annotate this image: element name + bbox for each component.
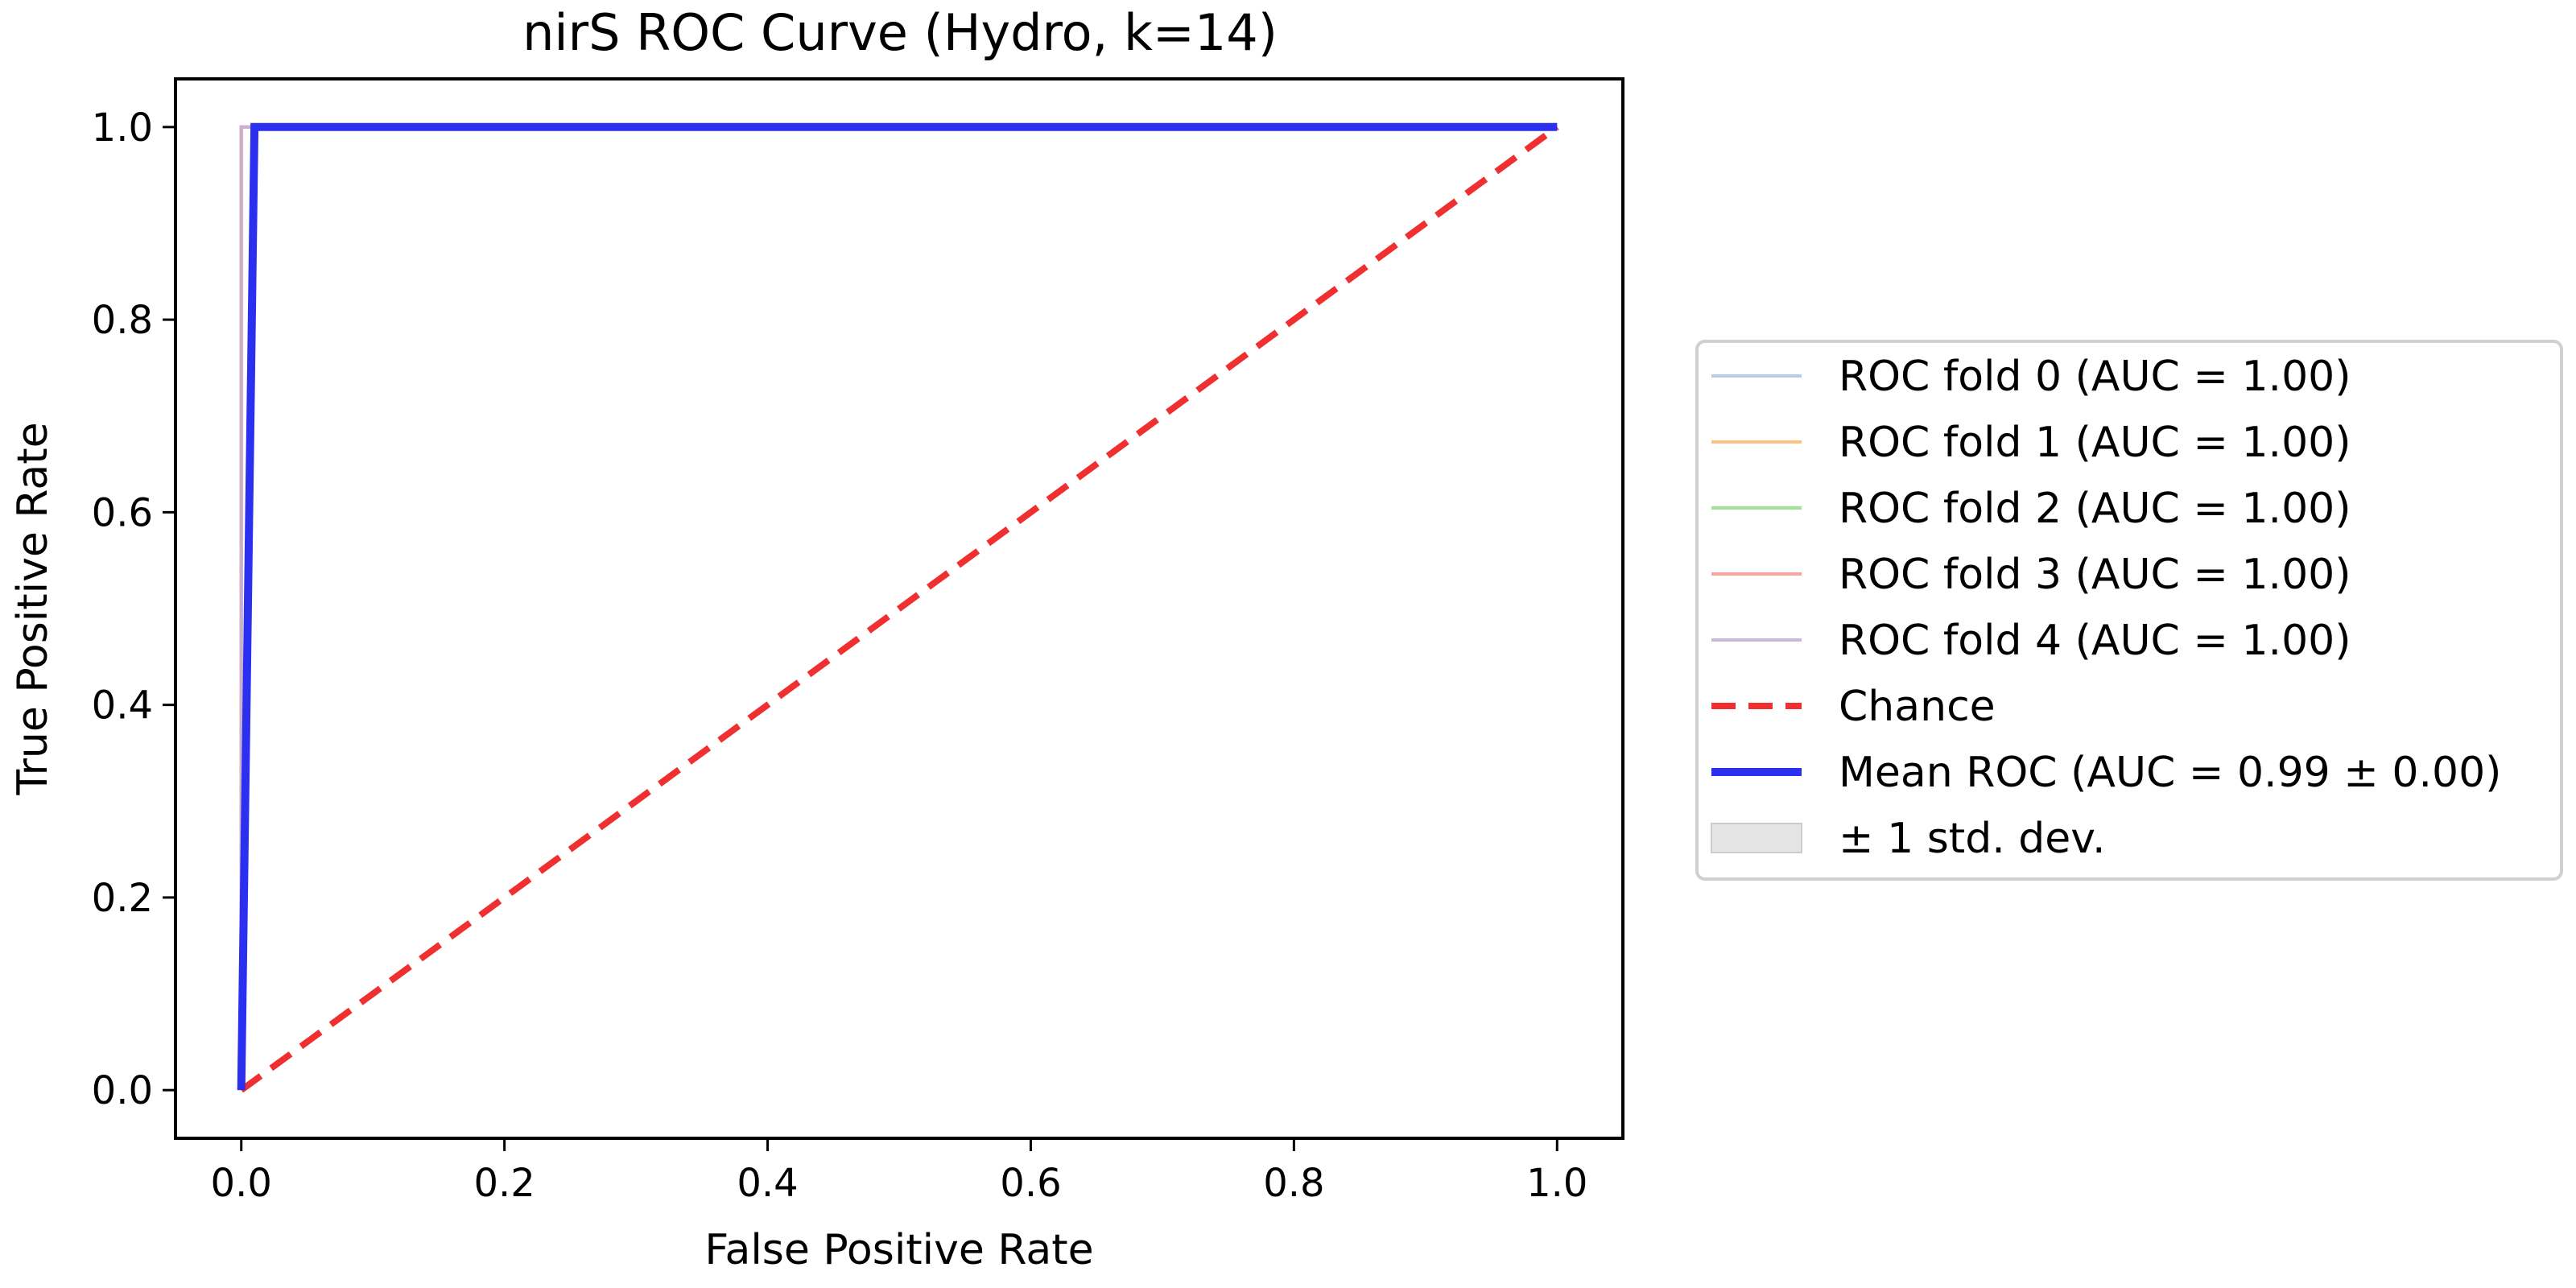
y-tick-label: 1.0: [92, 105, 153, 151]
plot-area: [237, 122, 1559, 1093]
legend-label-3: ROC fold 3 (AUC = 1.00): [1839, 551, 2351, 599]
y-tick-label: 0.4: [92, 683, 153, 729]
legend-label-4: ROC fold 4 (AUC = 1.00): [1839, 617, 2351, 665]
x-tick-label: 0.8: [1263, 1161, 1324, 1206]
legend-label-7: ± 1 std. dev.: [1839, 815, 2106, 863]
x-tick-label: 0.6: [1000, 1161, 1061, 1206]
legend-label-1: ROC fold 1 (AUC = 1.00): [1839, 419, 2351, 467]
legend-label-6: Mean ROC (AUC = 0.99 ± 0.00): [1839, 749, 2501, 797]
legend-label-5: Chance: [1839, 683, 1996, 731]
legend-box: [1695, 340, 2563, 881]
legend: ROC fold 0 (AUC = 1.00) ROC fold 1 (AUC =…: [1695, 340, 2563, 881]
series-line-5: [239, 124, 1559, 1093]
y-tick-label: 0.2: [92, 876, 153, 921]
y-axis-ticks: 0.0 0.2 0.4 0.6 0.8 1.0: [92, 105, 175, 1113]
x-tick-label: 0.2: [473, 1161, 535, 1206]
y-tick-label: 0.0: [92, 1068, 153, 1113]
plot-frame: [174, 77, 1624, 1140]
legend-label-2: ROC fold 2 (AUC = 1.00): [1839, 485, 2351, 533]
legend-label-0: ROC fold 0 (AUC = 1.00): [1839, 353, 2351, 401]
y-tick-label: 0.8: [92, 298, 153, 343]
x-axis-label: False Positive Rate: [704, 1226, 1093, 1274]
series-line-6: [237, 122, 1558, 1091]
x-tick-label: 0.4: [737, 1161, 798, 1206]
x-tick-label: 0.0: [211, 1161, 272, 1206]
chart-title: nirS ROC Curve (Hydro, k=14): [522, 3, 1278, 62]
x-tick-label: 1.0: [1526, 1161, 1587, 1206]
y-axis-label: True Positive Rate: [9, 422, 57, 795]
x-axis-ticks: 0.0 0.2 0.4 0.6 0.8 1.0: [211, 1138, 1587, 1206]
y-tick-label: 0.6: [92, 490, 153, 535]
legend-swatch-7: [1711, 823, 1802, 853]
